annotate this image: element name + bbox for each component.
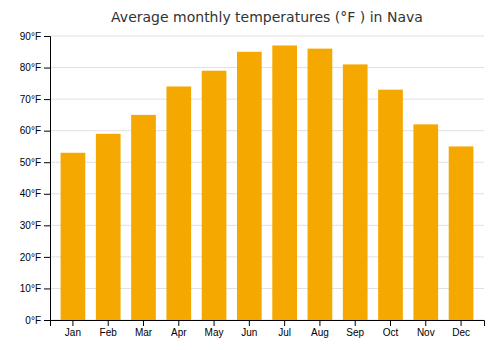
y-tick-mark (44, 288, 50, 289)
x-tick-label: May (205, 327, 224, 338)
x-tick-mark (72, 320, 73, 326)
y-tick-mark (44, 257, 50, 258)
bar (166, 86, 191, 320)
bar (378, 90, 403, 320)
y-tick-mark (44, 36, 50, 37)
y-tick-mark (44, 225, 50, 226)
x-tick-label: Jan (65, 327, 81, 338)
x-tick-mark (249, 320, 250, 326)
x-tick-mark (355, 320, 356, 326)
bar (449, 146, 474, 320)
y-tick: 80°F (20, 62, 50, 73)
y-tick: 10°F (20, 283, 50, 294)
y-tick-mark (44, 320, 50, 321)
y-axis: 0°F 10°F 20°F 30°F 40°F 50°F 60°F 70°F 80°F 90°F (20, 31, 51, 326)
x-tick: May (205, 320, 224, 338)
x-tick-mark (319, 320, 320, 326)
x-axis: Jan Feb Mar Apr May Jun Jul Aug Sep Oct Nov Dec (51, 320, 485, 338)
y-tick-label: 90°F (20, 31, 41, 42)
bar (343, 64, 368, 320)
y-tick: 60°F (20, 125, 50, 136)
x-tick-mark (284, 320, 285, 326)
y-tick-label: 40°F (20, 188, 41, 199)
bar (237, 52, 262, 320)
x-tick-mark (390, 320, 391, 326)
y-tick-label: 80°F (20, 62, 41, 73)
x-tick: Jan (65, 320, 81, 338)
x-tick-label: Feb (100, 327, 118, 338)
x-tick-label: Jun (241, 327, 257, 338)
x-tick-label: Dec (452, 327, 470, 338)
x-tick: Feb (100, 320, 118, 338)
bar (96, 134, 121, 320)
plot-area: 0°F 10°F 20°F 30°F 40°F 50°F 60°F 70°F 80°F 90°F J… (20, 31, 485, 338)
y-tick-mark (44, 68, 50, 69)
x-tick-mark (178, 320, 179, 326)
bar (131, 115, 156, 320)
y-tick-label: 30°F (20, 220, 41, 231)
x-tick: Nov (417, 320, 435, 338)
y-tick-label: 60°F (20, 125, 41, 136)
bar (272, 45, 297, 320)
y-tick-mark (44, 99, 50, 100)
y-tick: 20°F (20, 252, 50, 263)
y-tick-label: 50°F (20, 157, 41, 168)
x-tick: Apr (171, 320, 187, 338)
x-tick-mark (214, 320, 215, 326)
x-tick: Oct (383, 320, 399, 338)
grid-line (50, 36, 484, 37)
bar (61, 153, 86, 320)
y-tick-mark (44, 162, 50, 163)
y-tick: 90°F (20, 31, 50, 42)
x-tick-label: Nov (417, 327, 435, 338)
y-tick: 50°F (20, 157, 50, 168)
bars (61, 45, 474, 320)
x-tick: Aug (311, 320, 329, 338)
bar (202, 71, 227, 320)
x-axis-line (51, 321, 485, 327)
chart-container: 0°F 10°F 20°F 30°F 40°F 50°F 60°F 70°F 80°F 90°F J… (0, 0, 500, 350)
grid-line (50, 99, 484, 100)
y-tick-mark (44, 194, 50, 195)
chart-svg: 0°F 10°F 20°F 30°F 40°F 50°F 60°F 70°F 80°F 90°F J… (0, 0, 500, 350)
x-tick-mark (461, 320, 462, 326)
bar (413, 124, 438, 320)
y-tick-mark (44, 131, 50, 132)
y-tick-label: 0°F (25, 315, 41, 326)
x-tick-label: Jul (278, 327, 291, 338)
chart-title: Average monthly temperatures (°F ) in Na… (111, 9, 423, 25)
grid (50, 36, 484, 320)
y-tick: 40°F (20, 188, 50, 199)
x-tick: Jul (278, 320, 291, 338)
x-tick: Jun (241, 320, 257, 338)
x-tick-label: Apr (171, 327, 187, 338)
x-tick-mark (108, 320, 109, 326)
x-tick-mark (425, 320, 426, 326)
y-tick-label: 10°F (20, 283, 41, 294)
x-tick-mark (143, 320, 144, 326)
x-tick: Mar (135, 320, 153, 338)
y-tick: 0°F (25, 315, 50, 326)
bar (308, 49, 333, 320)
x-tick: Sep (346, 320, 364, 338)
x-tick-label: Oct (383, 327, 399, 338)
y-tick: 70°F (20, 94, 50, 105)
y-tick: 30°F (20, 220, 50, 231)
x-tick-label: Sep (346, 327, 364, 338)
y-axis-line (44, 37, 51, 321)
x-tick-label: Mar (135, 327, 153, 338)
grid-line (50, 67, 484, 68)
y-tick-label: 70°F (20, 94, 41, 105)
x-tick-label: Aug (311, 327, 329, 338)
y-tick-label: 20°F (20, 252, 41, 263)
x-tick: Dec (452, 320, 470, 338)
